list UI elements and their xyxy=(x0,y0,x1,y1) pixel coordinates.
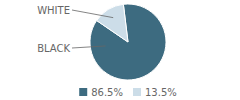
leader-line xyxy=(72,10,113,18)
legend-swatch xyxy=(133,88,141,96)
legend-item: 13.5% xyxy=(133,87,177,98)
leader-line xyxy=(72,46,106,48)
legend-label: 13.5% xyxy=(145,87,177,98)
chart: BLACK WHITE 86.5% 13.5% xyxy=(0,0,240,100)
legend-item: 86.5% xyxy=(79,87,123,98)
legend-label: 86.5% xyxy=(91,87,123,98)
legend: 86.5% 13.5% xyxy=(79,87,177,98)
annotations: BLACK WHITE xyxy=(37,5,113,54)
pie-slice xyxy=(97,4,128,42)
slice-label: BLACK xyxy=(37,43,70,54)
legend-swatch xyxy=(79,88,87,96)
slice-label: WHITE xyxy=(37,5,70,16)
